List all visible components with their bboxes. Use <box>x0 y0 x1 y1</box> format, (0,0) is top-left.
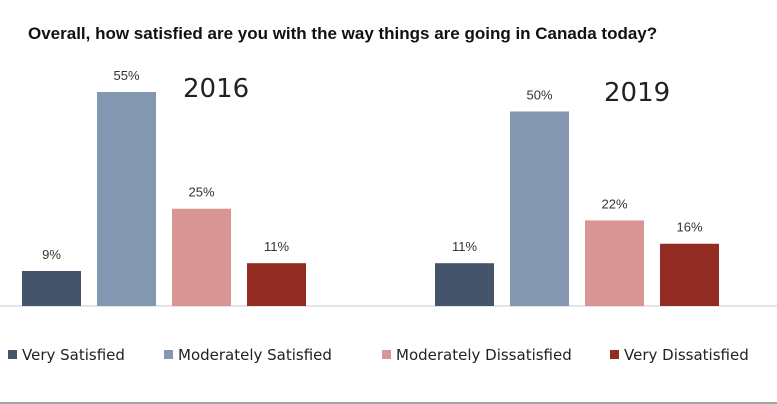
value-label-2019-moderately-satisfied: 50% <box>526 87 552 102</box>
legend-swatch-very-dissatisfied <box>610 350 619 359</box>
bar-2016-moderately-dissatisfied <box>172 208 231 306</box>
legend-label-very-dissatisfied: Very Dissatisfied <box>624 346 749 364</box>
legend-label-very-satisfied: Very Satisfied <box>22 346 125 364</box>
value-label-2016-very-dissatisfied: 11% <box>264 239 289 254</box>
group-label-2019: 2019 <box>604 78 670 108</box>
bar-2016-very-satisfied <box>22 270 81 306</box>
legend-swatch-very-satisfied <box>8 350 17 359</box>
bar-2019-very-satisfied <box>435 263 494 306</box>
value-label-2019-very-dissatisfied: 16% <box>676 220 702 235</box>
value-label-2016-very-satisfied: 9% <box>42 247 61 262</box>
legend-swatch-moderately-satisfied <box>164 350 173 359</box>
value-label-2019-moderately-dissatisfied: 22% <box>601 196 627 211</box>
legend-label-moderately-satisfied: Moderately Satisfied <box>178 346 332 364</box>
bars-layer <box>22 92 719 306</box>
legend: Very Satisfied Moderately Satisfied Modera… <box>8 346 749 364</box>
value-label-2016-moderately-satisfied: 55% <box>113 68 139 83</box>
chart-title: Overall, how satisfied are you with the … <box>28 24 657 43</box>
legend-swatch-moderately-dissatisfied <box>382 350 391 359</box>
value-labels-layer: 9% 55% 25% 11% 11% 50% 22% 16% <box>42 68 703 262</box>
bar-2016-very-dissatisfied <box>247 263 306 306</box>
bar-2019-very-dissatisfied <box>660 243 719 306</box>
value-label-2019-very-satisfied: 11% <box>452 239 477 254</box>
bar-2019-moderately-dissatisfied <box>585 220 644 306</box>
bar-2019-moderately-satisfied <box>510 111 569 306</box>
value-label-2016-moderately-dissatisfied: 25% <box>188 185 214 200</box>
bar-2016-moderately-satisfied <box>97 92 156 306</box>
legend-label-moderately-dissatisfied: Moderately Dissatisfied <box>396 346 572 364</box>
group-label-2016: 2016 <box>183 74 249 104</box>
